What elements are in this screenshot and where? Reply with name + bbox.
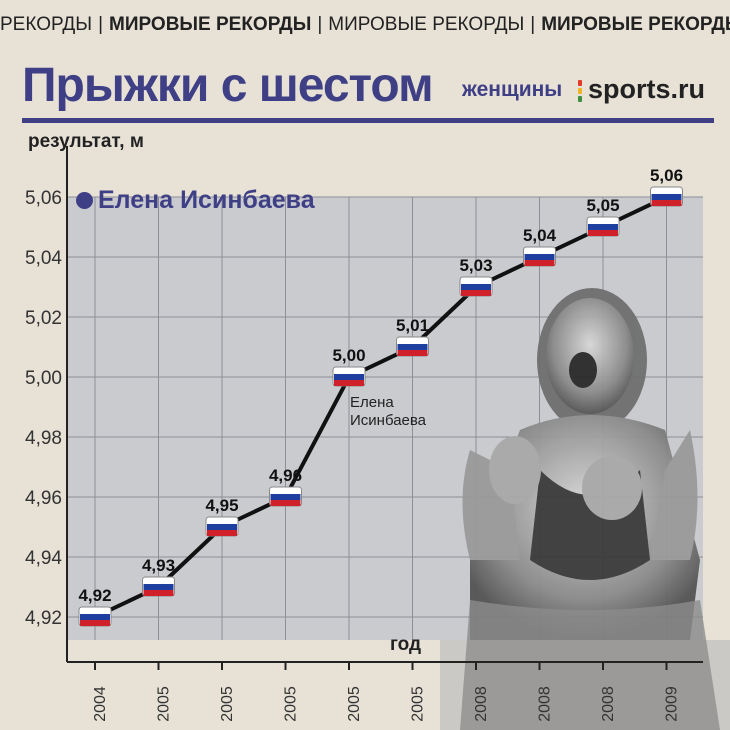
data-point-flag xyxy=(396,336,429,357)
data-label: 4,95 xyxy=(205,496,238,515)
data-label: 5,01 xyxy=(396,316,429,335)
data-label: 5,05 xyxy=(586,196,619,215)
data-point-flag xyxy=(523,246,556,267)
athlete-annotation: Елена Исинбаева xyxy=(350,394,426,430)
data-label: 4,93 xyxy=(142,556,175,575)
data-point-flag xyxy=(586,216,620,237)
y-tick-label: 4,92 xyxy=(25,608,62,629)
x-tick-label: 2005 xyxy=(346,686,363,722)
x-tick-label: 2005 xyxy=(283,686,300,722)
y-tick-label: 4,94 xyxy=(25,548,62,569)
y-axis-label: результат, м xyxy=(28,131,144,152)
y-tick-label: 4,96 xyxy=(25,488,62,509)
x-tick-label: 2008 xyxy=(537,686,554,722)
x-tick-label: 2005 xyxy=(156,686,173,722)
data-label: 4,92 xyxy=(78,586,111,605)
data-point-flag xyxy=(650,186,683,207)
data-label: 4,96 xyxy=(269,466,302,485)
x-axis-label: год xyxy=(390,634,422,655)
data-point-flag xyxy=(78,606,112,627)
data-point-flag xyxy=(332,366,366,387)
logo-text: sports.ru xyxy=(588,74,706,104)
y-tick-label: 5,04 xyxy=(25,248,62,269)
series-line xyxy=(94,195,668,619)
y-tick-label: 4,98 xyxy=(25,428,62,449)
ticker-item: МИРОВЫЕ РЕКОРДЫ xyxy=(541,14,730,35)
data-label: 5,04 xyxy=(523,226,557,245)
legend-label: Елена Исинбаева xyxy=(98,186,315,214)
data-label: 5,00 xyxy=(332,346,365,365)
x-tick-label: 2009 xyxy=(664,686,681,722)
page-subtitle: женщины xyxy=(462,78,563,101)
ticker-separator: | xyxy=(317,14,323,35)
y-tick-label: 5,06 xyxy=(25,188,62,209)
data-point-flag xyxy=(142,576,175,597)
page-title: Прыжки с шестом xyxy=(22,59,434,112)
x-tick-label: 2005 xyxy=(410,686,427,722)
data-point-flag xyxy=(205,516,239,537)
y-tick-label: 5,02 xyxy=(25,308,62,329)
data-label: 5,03 xyxy=(459,256,492,275)
ticker-item: МИРОВЫЕ РЕКОРДЫ xyxy=(109,14,312,35)
x-tick-label: 2008 xyxy=(600,686,617,722)
data-label: 5,06 xyxy=(650,166,683,185)
x-tick-label: 2004 xyxy=(92,686,109,722)
ticker-item: МИРОВЫЕ РЕКОРДЫ xyxy=(328,14,525,35)
ticker-separator: | xyxy=(98,14,104,35)
ticker-separator: | xyxy=(530,14,536,35)
y-tick-label: 5,00 xyxy=(25,368,62,389)
header-rule xyxy=(22,118,714,123)
data-point-flag xyxy=(459,276,493,297)
annotation-line-1: Елена xyxy=(350,394,394,411)
athlete-photo xyxy=(440,288,730,730)
annotation-line-2: Исинбаева xyxy=(350,412,427,429)
records-ticker: РЕКОРДЫ | МИРОВЫЕ РЕКОРДЫ | МИРОВЫЕ РЕКОРДЫ |… xyxy=(0,14,730,40)
x-tick-label: 2005 xyxy=(219,686,236,722)
header: Прыжки с шестом женщины sports.ru xyxy=(22,58,712,114)
logo-mark-icon xyxy=(578,80,582,104)
ticker-item: РЕКОРДЫ xyxy=(0,14,93,35)
data-point-flag xyxy=(269,486,302,507)
legend-marker xyxy=(76,192,93,209)
x-tick-label: 2008 xyxy=(473,686,490,722)
